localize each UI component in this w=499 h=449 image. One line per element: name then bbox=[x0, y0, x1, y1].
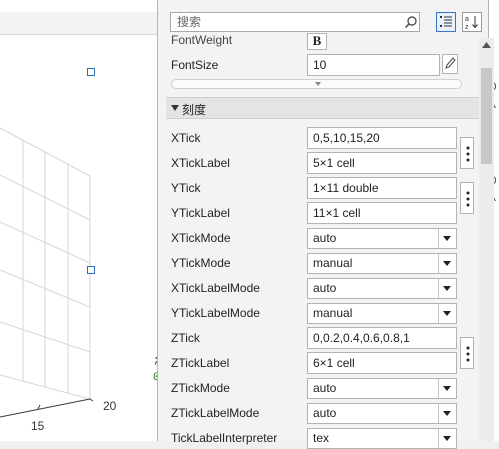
xtick-field[interactable]: 0,5,10,15,20 bbox=[307, 127, 457, 149]
axes-3d-grid[interactable] bbox=[0, 0, 160, 441]
chevron-down-icon bbox=[443, 261, 451, 266]
svg-text:a: a bbox=[465, 16, 469, 23]
yticklabelmode-value: manual bbox=[313, 306, 353, 320]
xticklabel-value: 5×1 cell bbox=[313, 156, 355, 170]
property-label-ticklabelinterpreter: TickLabelInterpreter bbox=[171, 431, 278, 445]
ytickmode-value: manual bbox=[313, 256, 353, 270]
property-label-fontsize: FontSize bbox=[171, 58, 219, 72]
xticklabelmode-select[interactable]: auto bbox=[307, 278, 457, 299]
ticklabelinterpreter-select[interactable]: tex bbox=[307, 428, 457, 449]
property-label-ytickmode: YTickMode bbox=[171, 256, 231, 270]
yticklabel-value: 11×1 cell bbox=[313, 206, 361, 220]
zticklabelmode-value: auto bbox=[313, 406, 337, 420]
dropdown-arrow[interactable] bbox=[438, 279, 456, 298]
bold-icon: B bbox=[312, 33, 322, 48]
axis-tick-label: 20 bbox=[103, 399, 117, 413]
property-label-zticklabelmode: ZTickLabelMode bbox=[171, 406, 260, 420]
ztickmode-value: auto bbox=[313, 381, 337, 395]
dropdown-arrow[interactable] bbox=[438, 404, 456, 423]
edit-fontsize-button[interactable] bbox=[442, 54, 458, 74]
section-header-ticks[interactable]: 刻度 bbox=[166, 97, 480, 119]
ztick-field[interactable]: 0,0.2,0.4,0.6,0.8,1 bbox=[307, 327, 457, 349]
search-icon[interactable] bbox=[404, 15, 418, 29]
vertical-ellipsis-icon bbox=[466, 346, 470, 362]
scroll-up-arrow-icon[interactable] bbox=[482, 42, 491, 48]
zticklabel-value: 6×1 cell bbox=[313, 356, 355, 370]
alphabetical-sort-icon: a z bbox=[465, 16, 478, 31]
collapse-triangle-icon bbox=[171, 105, 179, 111]
property-label-fontweight: FontWeight bbox=[171, 33, 233, 47]
section-title: 刻度 bbox=[182, 103, 207, 117]
fontsize-value: 10 bbox=[313, 58, 327, 72]
xtick-value: 0,5,10,15,20 bbox=[313, 131, 380, 145]
property-label-xticklabelmode: XTickLabelMode bbox=[171, 281, 260, 295]
pencil-icon bbox=[445, 57, 456, 69]
dropdown-arrow[interactable] bbox=[438, 304, 456, 323]
search-placeholder: 搜索 bbox=[177, 15, 202, 29]
property-label-yticklabel: YTickLabel bbox=[171, 206, 230, 220]
property-label-ztick: ZTick bbox=[171, 331, 200, 345]
xtick-more-button[interactable] bbox=[460, 137, 474, 169]
figure-canvas[interactable]: 20 15 bbox=[0, 0, 160, 441]
chevron-down-icon bbox=[443, 286, 451, 291]
zticklabel-field[interactable]: 6×1 cell bbox=[307, 352, 457, 374]
property-label-yticklabelmode: YTickLabelMode bbox=[171, 306, 260, 320]
property-label-ztickmode: ZTickMode bbox=[171, 381, 230, 395]
search-input[interactable]: 搜索 bbox=[170, 12, 420, 32]
vertical-ellipsis-icon bbox=[466, 146, 470, 162]
code-char: 0 bbox=[153, 372, 160, 384]
figure-toolbar-strip bbox=[0, 12, 160, 35]
ztick-more-button[interactable] bbox=[460, 337, 474, 369]
fontsize-field[interactable]: 10 bbox=[307, 54, 440, 76]
code-char: ; bbox=[153, 355, 160, 367]
xticklabelmode-value: auto bbox=[313, 281, 337, 295]
chevron-down-icon bbox=[443, 311, 451, 316]
scrollbar-thumb[interactable] bbox=[481, 68, 492, 164]
categorized-view-icon bbox=[440, 16, 452, 27]
ytick-value: 1×11 double bbox=[313, 181, 379, 195]
xtickmode-value: auto bbox=[313, 231, 337, 245]
selection-handle-top[interactable] bbox=[87, 68, 95, 76]
property-label-xtickmode: XTickMode bbox=[171, 231, 231, 245]
property-label-zticklabel: ZTickLabel bbox=[171, 356, 230, 370]
dropdown-arrow[interactable] bbox=[438, 429, 456, 448]
chevron-down-icon bbox=[443, 411, 451, 416]
ytickmode-select[interactable]: manual bbox=[307, 253, 457, 274]
axis-tick-label: 15 bbox=[31, 419, 45, 433]
dropdown-arrow[interactable] bbox=[438, 254, 456, 273]
bold-toggle-button[interactable]: B bbox=[307, 33, 327, 50]
svg-text:z: z bbox=[465, 24, 469, 31]
chevron-down-icon bbox=[443, 236, 451, 241]
selection-handle-right[interactable] bbox=[87, 266, 95, 274]
vertical-ellipsis-icon bbox=[466, 191, 470, 207]
alphabetical-sort-button[interactable]: a z bbox=[462, 12, 482, 32]
chevron-down-icon bbox=[443, 386, 451, 391]
ztick-value: 0,0.2,0.4,0.6,0.8,1 bbox=[313, 331, 410, 345]
chevron-down-icon bbox=[315, 82, 321, 86]
categorized-view-button[interactable] bbox=[436, 12, 456, 32]
ytick-field[interactable]: 1×11 double bbox=[307, 177, 457, 199]
ztickmode-select[interactable]: auto bbox=[307, 378, 457, 399]
dropdown-arrow[interactable] bbox=[438, 379, 456, 398]
property-label-ytick: YTick bbox=[171, 181, 201, 195]
expand-fonts-bar[interactable] bbox=[171, 79, 462, 89]
property-label-xtick: XTick bbox=[171, 131, 201, 145]
ytick-more-button[interactable] bbox=[460, 182, 474, 214]
zticklabelmode-select[interactable]: auto bbox=[307, 403, 457, 424]
chevron-down-icon bbox=[443, 436, 451, 441]
xtickmode-select[interactable]: auto bbox=[307, 228, 457, 249]
yticklabel-field[interactable]: 11×1 cell bbox=[307, 202, 457, 224]
ticklabelinterpreter-value: tex bbox=[313, 431, 330, 445]
property-label-xticklabel: XTickLabel bbox=[171, 156, 230, 170]
xticklabel-field[interactable]: 5×1 cell bbox=[307, 152, 457, 174]
yticklabelmode-select[interactable]: manual bbox=[307, 303, 457, 324]
dropdown-arrow[interactable] bbox=[438, 229, 456, 248]
